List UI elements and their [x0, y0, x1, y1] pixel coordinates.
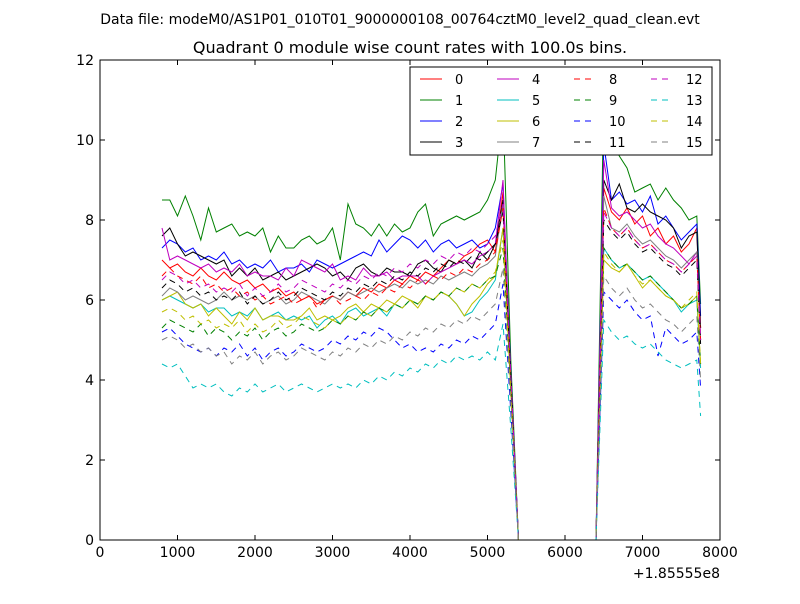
legend-label-10: 10: [609, 115, 626, 130]
y-tick-label: 6: [85, 293, 94, 309]
series-group: [161, 91, 702, 541]
x-tick-label: 5000: [470, 545, 506, 561]
x-tick-label: 3000: [315, 545, 351, 561]
series-line-9: [161, 246, 702, 541]
x-tick-label: 1000: [160, 545, 196, 561]
series-line-15: [161, 267, 702, 541]
y-tick-label: 2: [85, 453, 94, 469]
series-line-10: [161, 283, 702, 541]
legend-label-0: 0: [455, 73, 463, 88]
chart-title: Quadrant 0 module wise count rates with …: [193, 38, 627, 57]
x-offset-label: +1.85555e8: [633, 566, 720, 582]
legend-label-2: 2: [455, 115, 463, 130]
y-tick-label: 8: [85, 213, 94, 229]
legend-box: [409, 66, 713, 156]
legend-label-7: 7: [532, 136, 540, 151]
legend-label-13: 13: [686, 94, 703, 109]
legend-label-6: 6: [532, 115, 540, 130]
x-tick-label: 4000: [392, 545, 428, 561]
series-line-11: [161, 211, 702, 541]
series-line-3: [161, 179, 702, 541]
legend-label-12: 12: [686, 73, 703, 88]
x-tick-label: 0: [96, 545, 105, 561]
y-tick-label: 0: [85, 533, 94, 549]
legend-label-11: 11: [609, 136, 626, 151]
x-tick-label: 6000: [547, 545, 583, 561]
legend-label-4: 4: [532, 73, 540, 88]
legend-label-8: 8: [609, 73, 617, 88]
y-tick-label: 12: [76, 53, 94, 69]
legend-label-1: 1: [455, 94, 463, 109]
legend-label-14: 14: [686, 115, 703, 130]
y-tick-label: 4: [85, 373, 94, 389]
x-tick-label: 8000: [702, 545, 738, 561]
x-tick-label: 7000: [625, 545, 661, 561]
plot-area: 0 1000 2000 3000 4000 5000 6000 7000 80000246810…: [76, 53, 738, 561]
series-line-8: [161, 207, 702, 541]
legend-label-5: 5: [532, 94, 540, 109]
x-tick-label: 2000: [237, 545, 273, 561]
legend-label-15: 15: [686, 136, 703, 151]
legend-label-3: 3: [455, 136, 463, 151]
series-line-14: [161, 239, 702, 541]
legend-label-9: 9: [609, 94, 617, 109]
y-tick-label: 10: [76, 133, 94, 149]
series-line-2: [161, 143, 702, 541]
suptitle: Data file: modeM0/AS1P01_010T01_90000001…: [100, 12, 700, 28]
